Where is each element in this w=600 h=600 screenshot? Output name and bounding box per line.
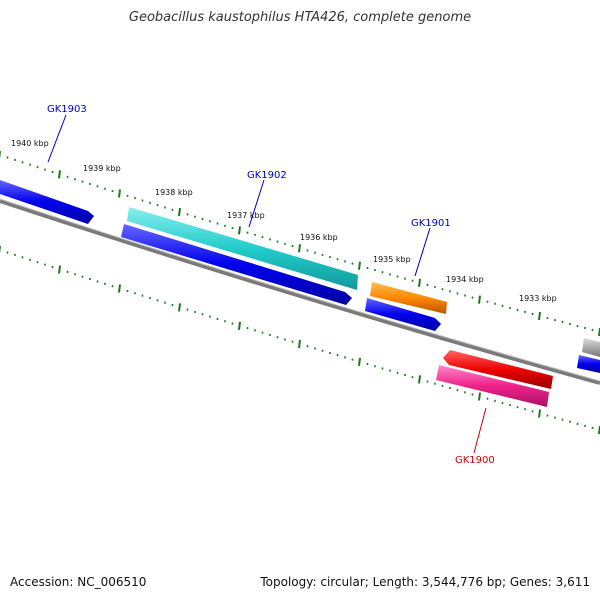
gene-label-gk1902[interactable]: GK1902 bbox=[247, 170, 287, 181]
gene-label-gk1903[interactable]: GK1903 bbox=[47, 104, 87, 115]
genome-backbone bbox=[0, 199, 600, 385]
gene-arrow-gk1903-left[interactable] bbox=[0, 180, 94, 224]
scale-label-1933: 1933 kbp bbox=[519, 294, 557, 303]
outer-scale-tick bbox=[178, 207, 181, 217]
gene-arrow-gk1902[interactable] bbox=[127, 207, 358, 290]
leader-gk1902 bbox=[248, 179, 265, 228]
inner-scale-tick bbox=[478, 392, 481, 401]
topology-text: Topology: circular; Length: 3,544,776 bp… bbox=[260, 575, 590, 589]
scale-label-1938: 1938 kbp bbox=[155, 188, 193, 197]
inner-scale-tick bbox=[358, 357, 361, 366]
gene-label-gk1900[interactable]: GK1900 bbox=[455, 455, 495, 466]
leader-gk1903 bbox=[47, 114, 67, 163]
inner-scale-ticks bbox=[0, 246, 600, 435]
gene-arrow-right-blue[interactable] bbox=[577, 355, 600, 373]
scale-label-1934: 1934 kbp bbox=[446, 275, 484, 284]
outer-scale-tick bbox=[358, 261, 361, 270]
outer-scale-tick bbox=[238, 226, 241, 235]
gene-arrow-gk1902-cds[interactable] bbox=[121, 224, 352, 305]
outer-scale-tick bbox=[298, 244, 301, 253]
outer-scale-tick bbox=[58, 170, 61, 179]
inner-scale-tick bbox=[238, 321, 241, 330]
inner-scale-tick bbox=[118, 284, 121, 293]
leader-gk1901 bbox=[414, 227, 431, 277]
leader-gk1900 bbox=[473, 407, 487, 454]
inner-scale-tick bbox=[418, 375, 421, 384]
scale-label-1936: 1936 kbp bbox=[300, 233, 338, 242]
outer-scale-tick bbox=[478, 295, 481, 304]
scale-label-1939: 1939 kbp bbox=[83, 164, 121, 173]
outer-scale-ticks bbox=[0, 151, 600, 337]
inner-scale-tick bbox=[178, 303, 181, 312]
gene-arrow-gk1900-red[interactable] bbox=[443, 350, 553, 389]
outer-scale-tick bbox=[418, 278, 421, 288]
inner-scale-tick bbox=[298, 339, 301, 349]
inner-scale-tick bbox=[538, 409, 541, 418]
inner-scale-tick bbox=[58, 265, 61, 274]
scale-label-1940: 1940 kbp bbox=[11, 139, 49, 148]
outer-scale-tick bbox=[118, 189, 121, 198]
map-title: Geobacillus kaustophilus HTA426, complet… bbox=[128, 10, 472, 25]
outer-scale-tick bbox=[538, 311, 541, 321]
scale-label-1937: 1937 kbp bbox=[227, 211, 265, 220]
gene-arrow-gk1900[interactable] bbox=[436, 365, 549, 407]
gene-arrow-gk1901[interactable] bbox=[370, 282, 447, 314]
gene-arrow-right-gray[interactable] bbox=[582, 338, 600, 357]
scale-label-1935: 1935 kbp bbox=[373, 255, 411, 264]
gene-arrow-gk1901-cds[interactable] bbox=[365, 298, 441, 331]
accession-text: Accession: NC_006510 bbox=[10, 575, 147, 589]
gene-label-gk1901[interactable]: GK1901 bbox=[411, 218, 451, 229]
